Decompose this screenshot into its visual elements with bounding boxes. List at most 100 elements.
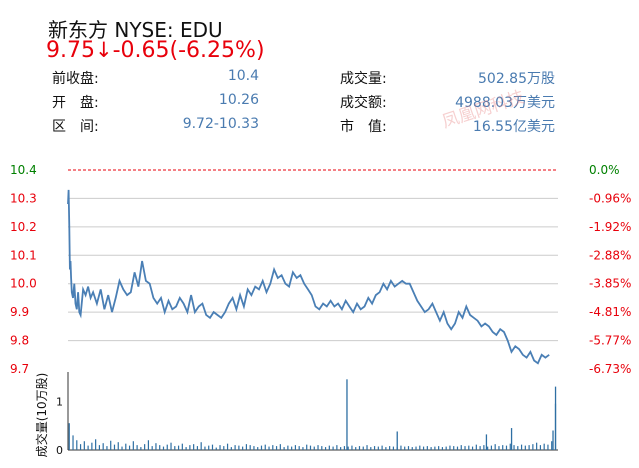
volume-bar xyxy=(358,446,361,450)
volume-tick-label: 0 xyxy=(56,444,63,457)
volume-bar xyxy=(400,445,402,450)
volume-bar xyxy=(211,444,214,450)
volume-bar xyxy=(483,445,485,450)
price-tick-label: 9.9 xyxy=(10,305,29,319)
mktcap-value: 16.55亿美元 xyxy=(472,119,555,135)
volume-bar xyxy=(411,447,413,450)
volume-bar xyxy=(117,442,119,450)
volume-bar xyxy=(272,445,274,450)
price-line: 9.75↓-0.65(-6.25%) xyxy=(46,38,265,63)
volume-bar xyxy=(234,445,236,450)
volume-bar xyxy=(257,447,259,450)
volume-bar xyxy=(170,442,172,450)
volume-value: 502.85万股 xyxy=(478,71,555,87)
volume-bar xyxy=(453,446,455,450)
volume-bar xyxy=(381,445,383,450)
volume-tick-label: 1 xyxy=(56,395,63,408)
turnover-value: 4988.03万美元 xyxy=(455,95,555,111)
volume-bar xyxy=(551,441,553,450)
volume-bar xyxy=(547,444,549,450)
price-tick-label: 10.4 xyxy=(10,163,37,177)
volume-bar xyxy=(196,446,199,450)
volume-bar xyxy=(140,447,142,450)
volume-bar xyxy=(505,445,508,450)
volume-bar xyxy=(430,447,432,450)
volume-bar xyxy=(475,444,477,450)
volume-bar xyxy=(113,444,116,450)
volume-bar xyxy=(328,445,330,450)
price-tick-label: 9.7 xyxy=(10,362,29,376)
volume-bar xyxy=(336,445,338,450)
volume-bar xyxy=(166,444,168,450)
percent-tick-label: -3.85% xyxy=(589,277,631,291)
percent-axis-right: 0.0% -0.96% -1.92% -2.88% -3.85% -4.81% -5.77%… xyxy=(589,163,631,376)
volume-bar xyxy=(136,445,138,450)
volume-bar xyxy=(230,447,232,450)
volume-bar xyxy=(125,443,127,450)
volume-bar xyxy=(226,443,229,450)
volume-bar xyxy=(438,446,440,450)
volume-bar xyxy=(287,445,289,450)
volume-bar xyxy=(238,445,240,450)
volume-bar xyxy=(189,445,191,450)
volume-bar xyxy=(219,445,221,450)
volume-bar xyxy=(407,446,410,450)
volume-bar xyxy=(275,446,278,450)
volume-bar xyxy=(332,446,334,450)
volume-bar xyxy=(200,442,202,450)
volume-bar xyxy=(392,446,395,450)
range-label: 区 间: xyxy=(52,119,99,135)
volume-bar-peak xyxy=(396,431,398,450)
volume-bar xyxy=(498,446,500,450)
volume-bar xyxy=(223,446,225,450)
prev-close-label: 前收盘: xyxy=(52,71,99,87)
volume-bar xyxy=(185,447,187,450)
volume-bar xyxy=(373,446,376,450)
volume-bar xyxy=(264,444,266,450)
volume-bar xyxy=(487,446,489,450)
volume-bar xyxy=(298,446,300,450)
volume-bar xyxy=(532,444,534,450)
price-change-pct: (-6.25%) xyxy=(169,38,265,63)
volume-bar xyxy=(468,445,470,450)
turnover-label: 成交额: xyxy=(340,95,387,111)
volume-bar xyxy=(306,444,308,450)
volume-bar xyxy=(434,446,436,450)
price-grid xyxy=(68,169,558,342)
volume-bar xyxy=(355,447,357,450)
volume-bar xyxy=(517,446,519,450)
volume-axis-label: 成交量(10万股) xyxy=(34,373,49,458)
volume-bar xyxy=(404,446,406,450)
percent-tick-label: 0.0% xyxy=(589,163,620,177)
volume-bar xyxy=(132,441,134,450)
volume-bar xyxy=(181,443,183,450)
volume-bar xyxy=(321,446,323,450)
volume-bar xyxy=(366,445,368,450)
volume-bar xyxy=(279,444,281,450)
volume-bar xyxy=(456,446,459,450)
volume-bar xyxy=(509,443,511,450)
volume-bar xyxy=(72,435,74,450)
price-change: -0.65 xyxy=(112,38,170,63)
volume-bar-peak xyxy=(554,386,557,450)
mktcap-label: 市 值: xyxy=(340,119,387,135)
volume-bar xyxy=(520,444,523,450)
volume-bar xyxy=(471,446,474,450)
volume-axis: 10 xyxy=(56,372,558,457)
volume-bar xyxy=(110,440,112,450)
volume-bar xyxy=(513,445,515,450)
volume-bar xyxy=(479,446,481,450)
volume-bar xyxy=(162,446,165,450)
volume-bar xyxy=(245,444,248,450)
volume-bar xyxy=(268,446,270,450)
volume-bar xyxy=(159,445,161,450)
down-arrow-icon: ↓ xyxy=(94,38,113,62)
volume-bar xyxy=(204,446,206,450)
price-tick-label: 10.0 xyxy=(10,277,37,291)
volume-bar xyxy=(76,440,78,450)
volume-bar xyxy=(543,443,545,450)
volume-bar xyxy=(121,446,123,450)
current-price: 9.75 xyxy=(46,38,95,63)
volume-bar-peak xyxy=(510,428,513,450)
